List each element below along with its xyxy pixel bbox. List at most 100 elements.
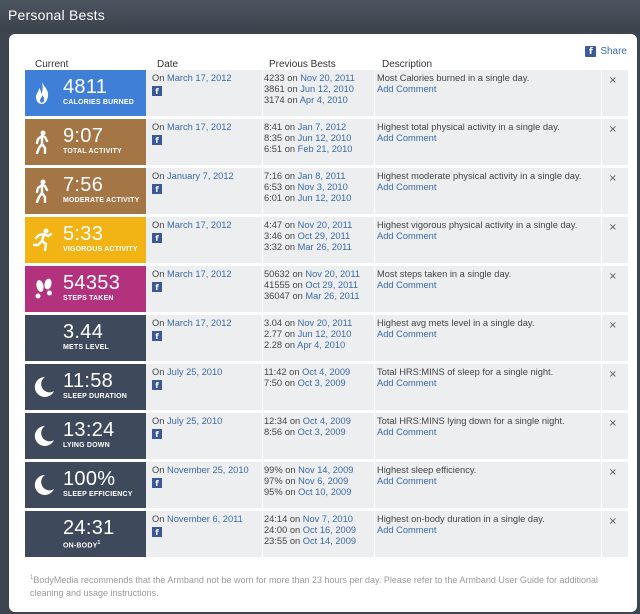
column-divider [601,217,602,263]
previous-best-value: 50632 [264,269,290,279]
previous-best-date-link[interactable]: Oct 4, 2009 [302,367,351,377]
previous-best-entry: 95% on Oct 10, 2009 [264,487,370,498]
previous-best-date-link[interactable]: Nov 14, 2009 [298,465,354,475]
close-icon[interactable]: × [608,173,617,184]
add-comment-link[interactable]: Add Comment [377,182,437,192]
previous-best-date-link[interactable]: Apr 4, 2010 [297,340,346,350]
previous-best-date-link[interactable]: Jun 12, 2010 [297,133,352,143]
previous-best-date-link[interactable]: Mar 26, 2011 [305,291,360,301]
best-date-link[interactable]: November 6, 2011 [167,514,243,524]
previous-best-value: 8:35 [264,133,283,143]
best-date-link[interactable]: July 25, 2010 [167,416,223,426]
column-divider [601,266,602,312]
previous-best-date-link[interactable]: Nov 20, 2011 [305,269,361,279]
facebook-share-icon[interactable]: f [152,380,162,390]
metric-value: 9:07 [63,125,104,147]
close-icon[interactable]: × [608,516,617,527]
previous-best-entry: 3.04 on Nov 20, 2011 [264,318,370,329]
previous-best-date-link[interactable]: Nov 20, 2011 [297,318,353,328]
facebook-share-icon[interactable]: f [152,429,162,439]
close-icon[interactable]: × [608,124,617,135]
best-date-link[interactable]: March 17, 2012 [167,269,232,279]
facebook-share-icon[interactable]: f [152,478,162,488]
metric-label: LYING DOWN [63,442,110,449]
on-word: on [292,280,303,290]
add-comment-link[interactable]: Add Comment [377,329,437,339]
description-cell: Highest moderate physical activity in a … [377,171,602,193]
best-date-link[interactable]: March 17, 2012 [167,220,232,230]
add-comment-link[interactable]: Add Comment [377,84,437,94]
close-icon[interactable]: × [608,222,617,233]
previous-best-date-link[interactable]: Oct 4, 2009 [302,416,351,426]
share-button[interactable]: f Share [585,44,627,58]
previous-best-date-link[interactable]: Jan 7, 2012 [297,122,347,132]
facebook-share-icon[interactable]: f [152,86,162,96]
personal-best-row: 5:33 VIGOROUS ACTIVITY On March 17, 2012 f 4… [25,217,628,263]
add-comment-link[interactable]: Add Comment [377,525,437,535]
previous-best-date-link[interactable]: Oct 3, 2009 [297,427,346,437]
previous-best-entry: 99% on Nov 14, 2009 [264,465,370,476]
metric-label-text: MODERATE ACTIVITY [63,197,140,204]
previous-best-value: 23:55 [264,536,288,546]
close-icon[interactable]: × [608,271,617,282]
close-icon[interactable]: × [608,418,617,429]
previous-best-date-link[interactable]: Oct 10, 2009 [298,487,352,497]
close-icon[interactable]: × [608,467,617,478]
running-icon [32,228,53,252]
facebook-share-icon[interactable]: f [152,282,162,292]
previous-best-date-link[interactable]: Oct 14, 2009 [302,536,357,546]
previous-best-date-link[interactable]: Oct 29, 2011 [305,280,358,290]
best-date-link[interactable]: July 25, 2010 [167,367,223,377]
previous-best-date-link[interactable]: Nov 7, 2010 [302,514,353,524]
description-cell: Highest on-body duration in a single day… [377,514,602,536]
add-comment-link[interactable]: Add Comment [377,133,437,143]
add-comment-link[interactable]: Add Comment [377,280,437,290]
on-prefix: On [152,171,165,181]
previous-best-date-link[interactable]: Oct 29, 2011 [297,231,351,241]
facebook-share-icon[interactable]: f [152,184,162,194]
previous-best-date-link[interactable]: Mar 26, 2011 [297,242,352,252]
on-word: on [284,122,296,132]
best-date-link[interactable]: January 7, 2012 [167,171,234,181]
facebook-share-icon[interactable]: f [152,135,162,145]
previous-best-date-link[interactable]: Nov 3, 2010 [297,182,348,192]
previous-best-entry: 3:32 on Mar 26, 2011 [264,242,370,253]
add-comment-link[interactable]: Add Comment [377,378,437,388]
previous-bests-cell: 50632 on Nov 20, 2011 41555 on Oct 29, 20… [264,269,370,302]
add-comment-link[interactable]: Add Comment [377,427,437,437]
facebook-share-icon[interactable]: f [152,331,162,341]
close-icon[interactable]: × [608,369,617,380]
previous-best-date-link[interactable]: Nov 6, 2009 [298,476,349,486]
facebook-share-icon[interactable]: f [152,233,162,243]
previous-best-date-link[interactable]: Oct 3, 2009 [297,378,346,388]
previous-best-date-link[interactable]: Jun 12, 2010 [297,329,352,339]
share-label: Share [600,45,627,57]
best-date-link[interactable]: March 17, 2012 [167,73,232,83]
previous-best-date-link[interactable]: Nov 20, 2011 [300,73,355,83]
previous-best-date-link[interactable]: Nov 20, 2011 [297,220,353,230]
previous-best-value: 11:42 [264,367,287,377]
previous-best-date-link[interactable]: Oct 16, 2009 [302,525,357,535]
footprints-icon [33,277,52,301]
column-divider [601,168,602,214]
metric-value: 54353 [63,272,121,294]
add-comment-link[interactable]: Add Comment [377,476,437,486]
facebook-share-icon[interactable]: f [152,527,162,537]
column-divider [262,217,263,263]
best-date-link[interactable]: March 17, 2012 [167,318,232,328]
previous-best-date-link[interactable]: Jun 12, 2010 [297,193,352,203]
previous-best-date-link[interactable]: Jun 12, 2010 [300,84,354,94]
previous-best-date-link[interactable]: Apr 4, 2010 [299,95,348,105]
best-date-link[interactable]: March 17, 2012 [167,122,232,132]
close-icon[interactable]: × [608,75,617,86]
previous-best-date-link[interactable]: Jan 8, 2011 [297,171,346,181]
previous-best-value: 4233 [264,73,285,83]
add-comment-link[interactable]: Add Comment [377,231,437,241]
personal-best-row: 9:07 TOTAL ACTIVITY On March 17, 2012 f 8:41… [25,119,628,165]
previous-best-date-link[interactable]: Feb 21, 2010 [297,144,353,154]
column-divider [262,462,263,508]
best-date-link[interactable]: November 25, 2010 [167,465,249,475]
metric-label-text: CALORIES BURNED [63,99,135,106]
walking-icon [33,130,51,155]
close-icon[interactable]: × [608,320,617,331]
